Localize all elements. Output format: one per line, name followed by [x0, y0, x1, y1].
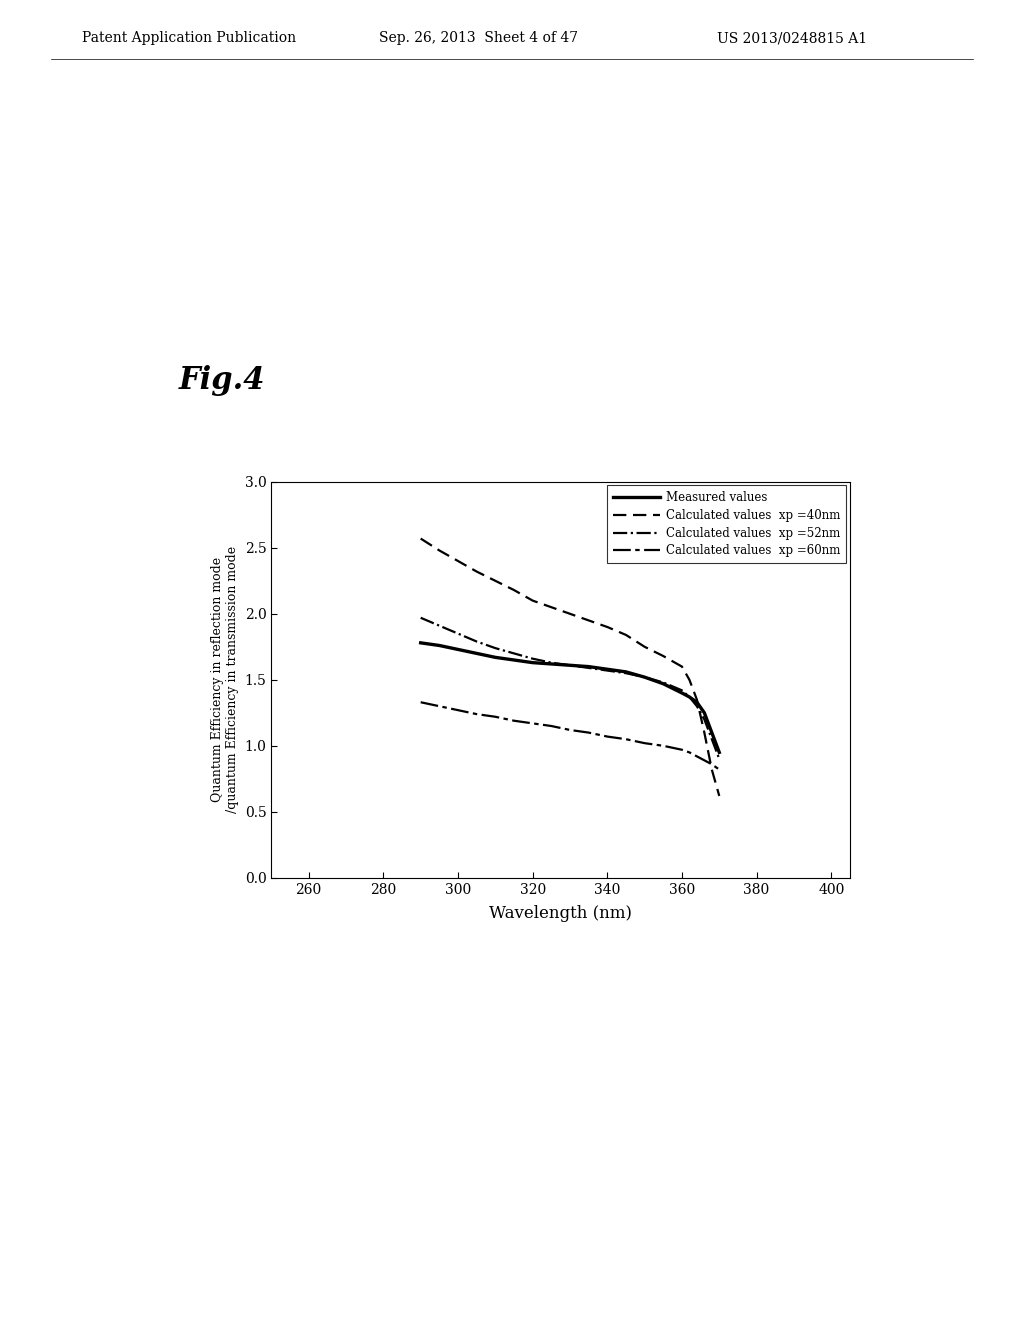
Calculated values  xp =52nm: [415, 610, 427, 626]
Measured values: [698, 705, 711, 721]
Calculated values  xp =40nm: [526, 593, 539, 609]
X-axis label: Wavelength (nm): Wavelength (nm): [489, 906, 632, 921]
Calculated values  xp =40nm: [698, 725, 711, 741]
Calculated values  xp =52nm: [683, 689, 695, 705]
Line: Calculated values  xp =40nm: Calculated values xp =40nm: [421, 539, 719, 796]
Line: Measured values: Measured values: [421, 643, 719, 752]
Calculated values  xp =40nm: [470, 564, 482, 579]
Measured values: [452, 642, 464, 657]
Calculated values  xp =40nm: [691, 692, 703, 708]
Calculated values  xp =52nm: [564, 657, 577, 673]
Measured values: [433, 638, 445, 653]
Calculated values  xp =60nm: [657, 738, 670, 754]
Calculated values  xp =60nm: [508, 713, 520, 729]
Calculated values  xp =52nm: [470, 634, 482, 649]
Calculated values  xp =52nm: [657, 675, 670, 690]
Calculated values  xp =40nm: [620, 627, 632, 643]
Calculated values  xp =52nm: [676, 682, 688, 698]
Measured values: [706, 725, 718, 741]
Calculated values  xp =60nm: [452, 702, 464, 718]
Calculated values  xp =60nm: [545, 718, 557, 734]
Calculated values  xp =60nm: [601, 729, 613, 744]
Line: Calculated values  xp =52nm: Calculated values xp =52nm: [421, 618, 719, 759]
Calculated values  xp =40nm: [601, 619, 613, 635]
Line: Calculated values  xp =60nm: Calculated values xp =60nm: [421, 702, 719, 770]
Calculated values  xp =60nm: [639, 735, 651, 751]
Calculated values  xp =52nm: [583, 660, 595, 676]
Calculated values  xp =52nm: [601, 663, 613, 678]
Measured values: [713, 744, 725, 760]
Measured values: [508, 652, 520, 668]
Measured values: [601, 661, 613, 677]
Calculated values  xp =40nm: [713, 788, 725, 804]
Measured values: [639, 669, 651, 685]
Calculated values  xp =40nm: [639, 639, 651, 655]
Calculated values  xp =60nm: [526, 715, 539, 731]
Calculated values  xp =52nm: [691, 698, 703, 714]
Measured values: [676, 685, 688, 701]
Calculated values  xp =60nm: [583, 725, 595, 741]
Text: Fig.4: Fig.4: [179, 366, 265, 396]
Calculated values  xp =40nm: [564, 606, 577, 622]
Calculated values  xp =60nm: [489, 709, 502, 725]
Calculated values  xp =52nm: [620, 665, 632, 681]
Calculated values  xp =40nm: [415, 531, 427, 546]
Measured values: [564, 657, 577, 673]
Measured values: [489, 649, 502, 665]
Calculated values  xp =60nm: [691, 748, 703, 764]
Calculated values  xp =40nm: [706, 762, 718, 777]
Calculated values  xp =60nm: [620, 731, 632, 747]
Measured values: [415, 635, 427, 651]
Calculated values  xp =60nm: [683, 744, 695, 760]
Measured values: [470, 645, 482, 661]
Measured values: [683, 689, 695, 705]
Calculated values  xp =52nm: [452, 626, 464, 642]
Calculated values  xp =52nm: [433, 618, 445, 634]
Calculated values  xp =40nm: [683, 672, 695, 688]
Measured values: [620, 664, 632, 680]
Calculated values  xp =40nm: [508, 582, 520, 598]
Calculated values  xp =40nm: [433, 543, 445, 558]
Calculated values  xp =40nm: [676, 659, 688, 675]
Calculated values  xp =52nm: [489, 640, 502, 656]
Calculated values  xp =60nm: [698, 752, 711, 768]
Calculated values  xp =52nm: [713, 751, 725, 767]
Calculated values  xp =60nm: [564, 722, 577, 738]
Y-axis label: Quantum Efficiency in reflection mode
/quantum Efficiency in transmission mode: Quantum Efficiency in reflection mode /q…: [211, 546, 239, 813]
Calculated values  xp =52nm: [526, 651, 539, 667]
Calculated values  xp =52nm: [706, 731, 718, 747]
Measured values: [526, 655, 539, 671]
Calculated values  xp =60nm: [676, 742, 688, 758]
Text: US 2013/0248815 A1: US 2013/0248815 A1: [717, 32, 867, 45]
Measured values: [583, 659, 595, 675]
Calculated values  xp =40nm: [489, 573, 502, 589]
Calculated values  xp =52nm: [508, 645, 520, 661]
Calculated values  xp =60nm: [415, 694, 427, 710]
Text: Patent Application Publication: Patent Application Publication: [82, 32, 296, 45]
Calculated values  xp =52nm: [545, 655, 557, 671]
Calculated values  xp =40nm: [545, 599, 557, 615]
Measured values: [657, 676, 670, 692]
Calculated values  xp =40nm: [583, 612, 595, 628]
Measured values: [691, 694, 703, 710]
Text: Sep. 26, 2013  Sheet 4 of 47: Sep. 26, 2013 Sheet 4 of 47: [379, 32, 578, 45]
Calculated values  xp =60nm: [706, 756, 718, 772]
Calculated values  xp =40nm: [452, 553, 464, 569]
Calculated values  xp =60nm: [433, 698, 445, 714]
Calculated values  xp =40nm: [657, 648, 670, 664]
Calculated values  xp =52nm: [698, 711, 711, 727]
Calculated values  xp =60nm: [713, 762, 725, 777]
Calculated values  xp =60nm: [470, 706, 482, 722]
Legend: Measured values, Calculated values  xp =40nm, Calculated values  xp =52nm, Calcu: Measured values, Calculated values xp =4…: [607, 486, 847, 564]
Measured values: [545, 656, 557, 672]
Calculated values  xp =52nm: [639, 669, 651, 685]
